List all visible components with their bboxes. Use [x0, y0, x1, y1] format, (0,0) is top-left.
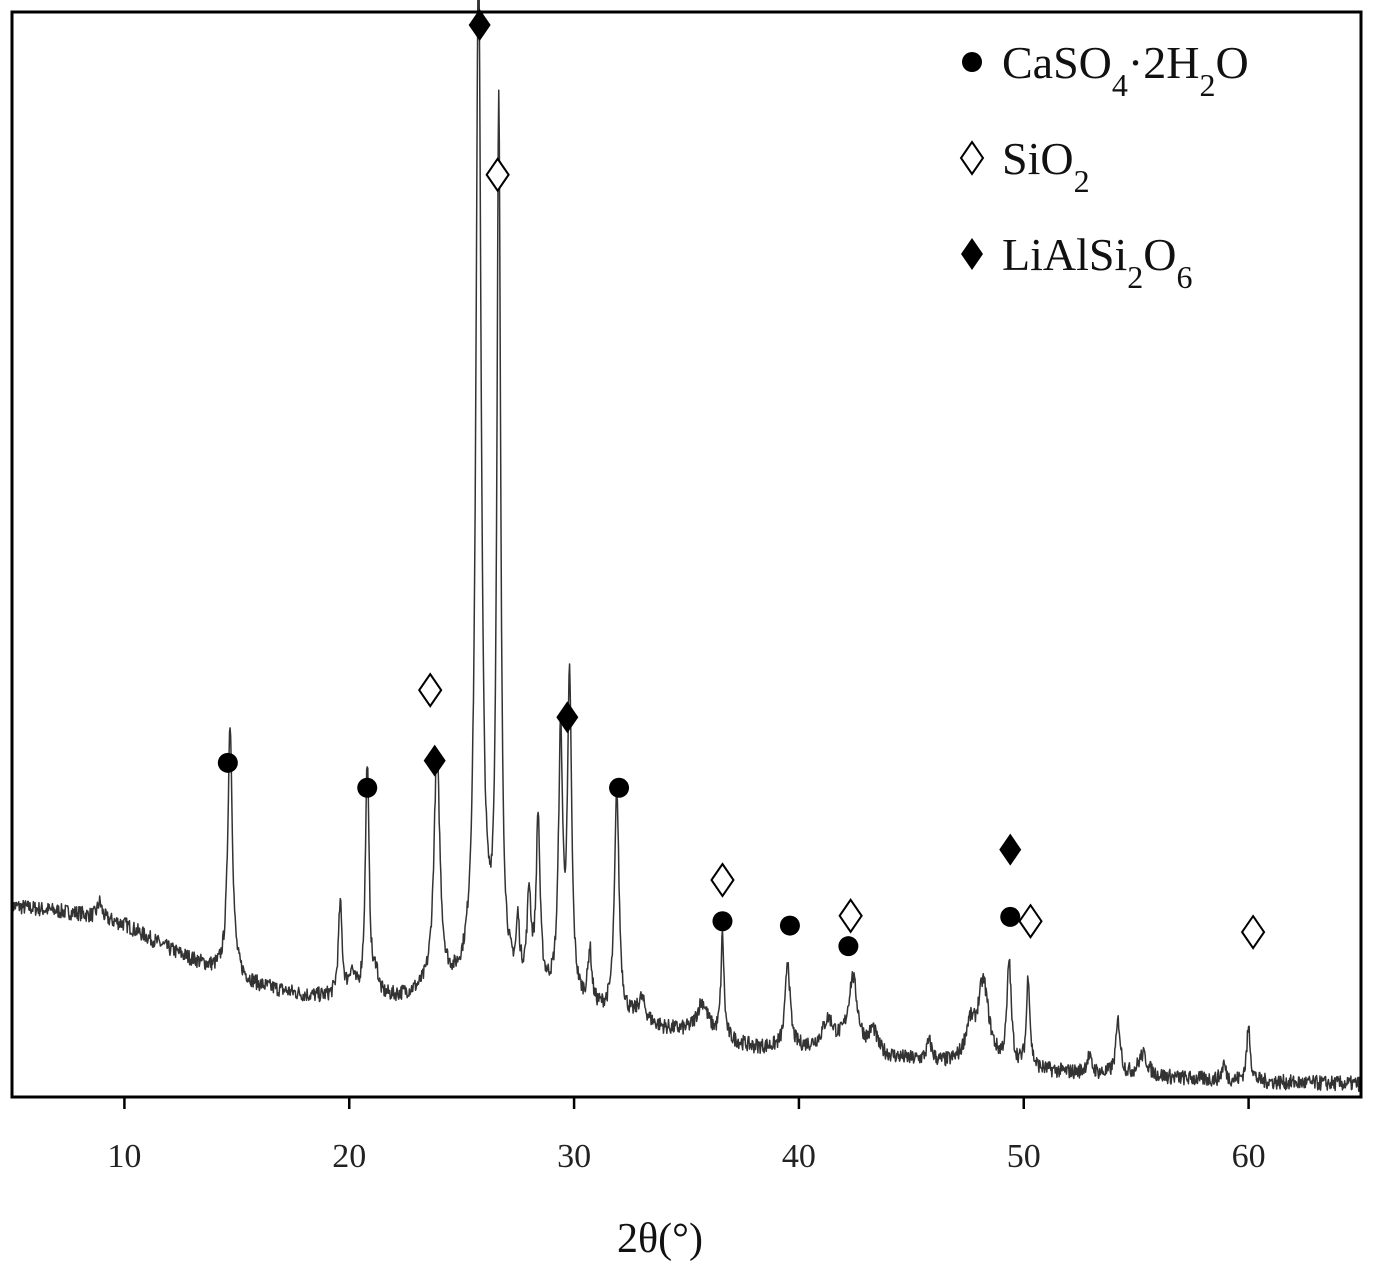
x-tick-label: 60: [1232, 1138, 1266, 1175]
lialsi2o6-marker: [961, 238, 983, 270]
legend-entry-caso4: CaSO4·2H2O: [1002, 37, 1249, 103]
plot-frame: [10, 10, 1363, 1099]
sio2-marker: [710, 862, 735, 898]
lialsi2o6-marker: [423, 744, 446, 777]
x-tick-label: 20: [332, 1138, 366, 1175]
caso4-marker: [357, 777, 378, 798]
caso4-marker: [838, 936, 859, 957]
caso4-marker: [217, 752, 238, 773]
sio2-marker: [838, 898, 863, 934]
sio2-marker: [1240, 914, 1266, 950]
xrd-trace: [11, 0, 1362, 1093]
lialsi2o6-marker: [999, 833, 1022, 866]
sio2-marker: [417, 672, 443, 708]
caso4-marker: [779, 915, 800, 936]
caso4-marker: [962, 52, 982, 72]
caso4-marker: [1000, 906, 1021, 927]
sio2-marker: [1018, 903, 1043, 939]
lialsi2o6-marker: [468, 9, 491, 42]
legend-entry-lialsi2o6: LiAlSi2O6: [1002, 229, 1192, 295]
x-tick-label: 30: [557, 1138, 591, 1175]
caso4-marker: [712, 911, 733, 932]
x-tick-label: 40: [782, 1138, 816, 1175]
sio2-marker: [485, 156, 510, 193]
sio2-marker: [959, 140, 985, 176]
caso4-marker: [609, 777, 630, 798]
x-tick-label: 50: [1007, 1138, 1041, 1175]
x-axis-title: 2θ(°): [617, 1216, 703, 1262]
lialsi2o6-marker: [556, 701, 579, 734]
x-tick-label: 10: [107, 1138, 141, 1175]
legend-entry-sio2: SiO2: [1002, 133, 1090, 199]
